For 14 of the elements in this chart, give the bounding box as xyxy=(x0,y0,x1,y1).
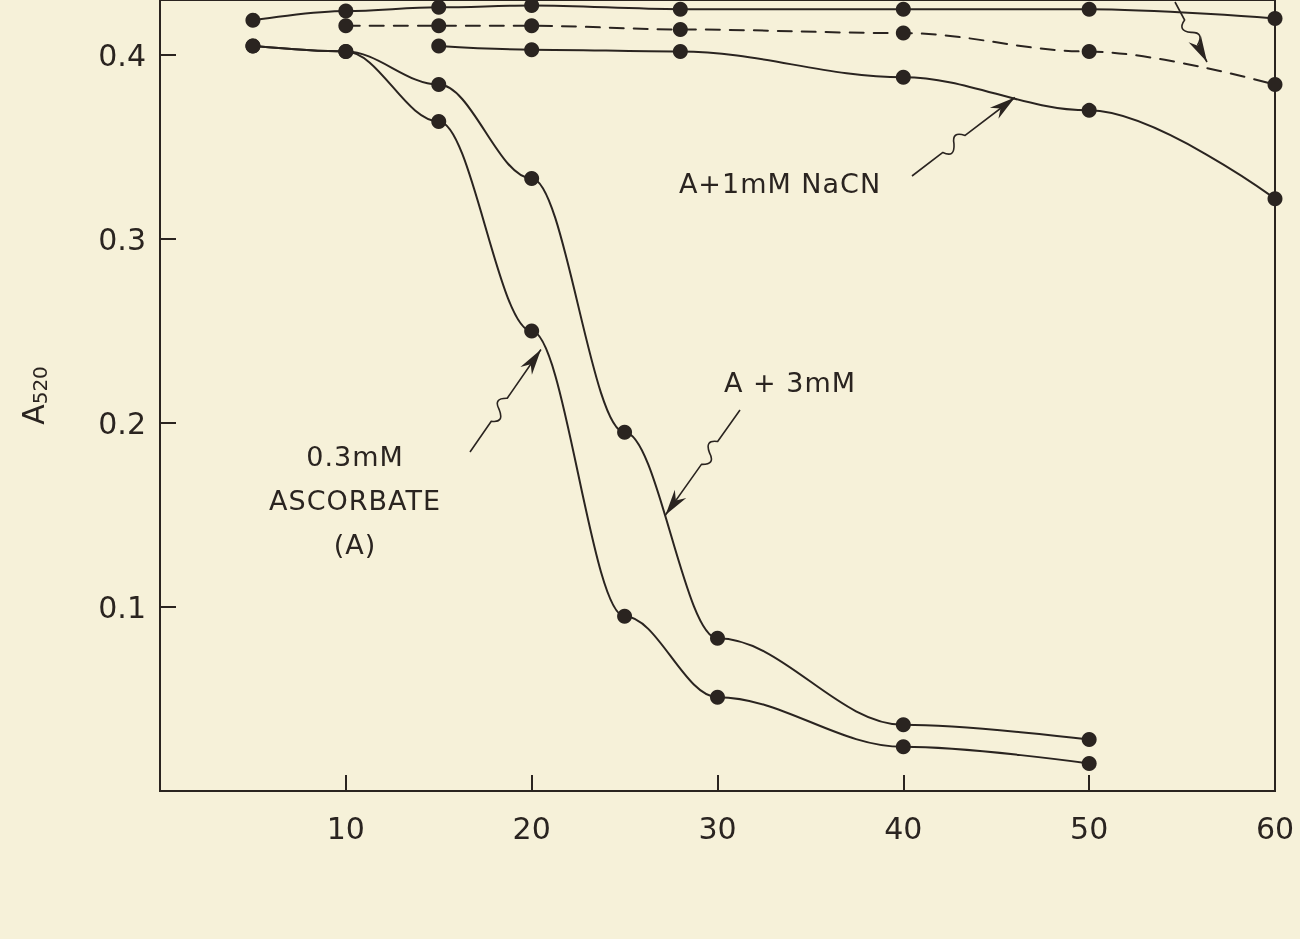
annotation: 0.3mM ASCORBATE (A) xyxy=(269,441,441,560)
y-tick-label: 0.3 xyxy=(98,221,146,257)
x-tick-label: 10 xyxy=(326,810,365,846)
y-tick-label: 0.2 xyxy=(98,405,146,441)
x-tick-label: 50 xyxy=(1070,810,1109,846)
x-tick-label: 30 xyxy=(698,810,737,846)
annotation: A+1mM NaCN xyxy=(678,168,882,199)
y-axis-title: A520 xyxy=(15,366,52,425)
y-tick-label: 0.1 xyxy=(98,589,146,625)
x-tick-label: 20 xyxy=(512,810,551,846)
y-tick-label: 0.4 xyxy=(98,37,146,73)
x-tick-label: 40 xyxy=(884,810,923,846)
x-tick-label: 60 xyxy=(1255,810,1295,846)
annotation: A + 3mM xyxy=(723,367,857,398)
